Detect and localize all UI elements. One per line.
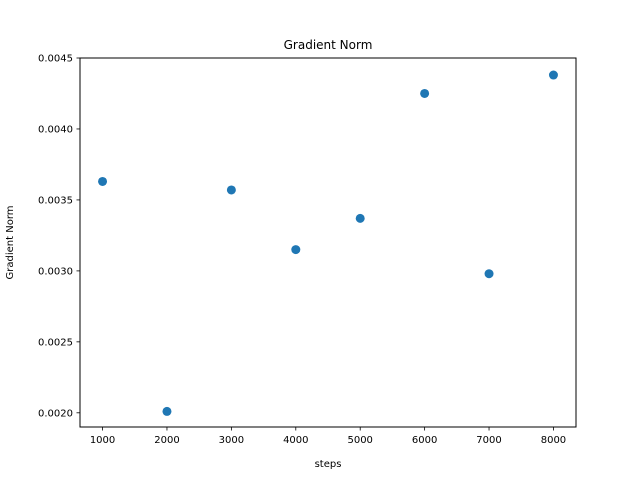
data-point <box>291 245 301 255</box>
y-tick-label: 0.0020 <box>38 408 73 419</box>
x-tick-label: 1000 <box>90 435 115 446</box>
plot-background <box>80 58 576 427</box>
data-point <box>548 70 558 80</box>
x-axis-ticks: 1000 2000 3000 4000 5000 6000 7000 8000 <box>90 427 566 446</box>
x-tick-label: 5000 <box>347 435 372 446</box>
y-tick-label: 0.0040 <box>38 124 73 135</box>
data-point <box>226 185 236 195</box>
x-tick-label: 6000 <box>412 435 437 446</box>
chart-title: Gradient Norm <box>284 38 373 52</box>
data-point <box>98 176 108 186</box>
y-axis-label: Gradient Norm <box>5 206 16 280</box>
y-tick-label: 0.0030 <box>38 266 73 277</box>
x-tick-label: 3000 <box>219 435 244 446</box>
x-axis-label: steps <box>315 459 342 470</box>
x-tick-label: 7000 <box>476 435 501 446</box>
data-point <box>355 213 365 223</box>
marker-layer <box>98 70 558 416</box>
data-point <box>484 269 494 279</box>
data-point <box>162 406 172 416</box>
x-tick-label: 4000 <box>283 435 308 446</box>
plot-frame <box>79 57 577 428</box>
y-tick-label: 0.0035 <box>38 195 73 206</box>
x-tick-label: 8000 <box>541 435 566 446</box>
y-tick-label: 0.0045 <box>38 54 73 65</box>
data-point <box>420 88 430 98</box>
y-axis-ticks: 0.0020 0.0025 0.0030 0.0035 0.0040 0.0045 <box>38 54 80 419</box>
axes-layer <box>79 57 577 428</box>
y-tick-label: 0.0025 <box>38 337 73 348</box>
x-tick-label: 2000 <box>154 435 179 446</box>
